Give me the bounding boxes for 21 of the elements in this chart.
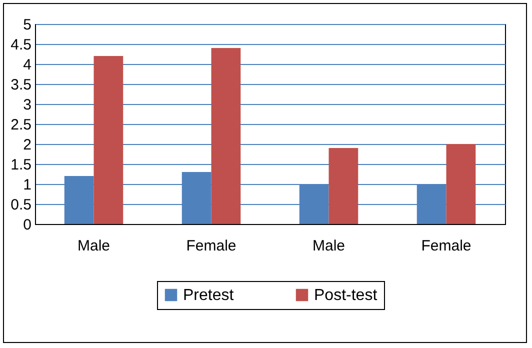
legend-label: Pretest [183,287,234,304]
y-tick-label: 1 [23,176,32,194]
x-tick-label: Male [312,238,346,254]
y-tick-label: 2.5 [10,116,32,134]
y-tick-label: 2 [23,136,32,154]
y-tick-label: 1.5 [10,156,32,174]
bar [211,48,241,224]
y-tick-label: 4.5 [10,36,32,54]
bar [94,56,124,224]
x-tick-label: Male [77,238,110,254]
x-tick-label: Female [421,238,472,254]
y-tick-label: 3 [23,96,32,114]
legend-label: Post-test [314,287,378,304]
y-tick-label: 0.5 [10,196,32,214]
y-tick-label: 0 [23,216,32,234]
x-tick-label: Female [186,238,236,254]
y-tick-label: 3.5 [10,76,32,94]
y-tick-label: 5 [23,16,32,34]
bar [328,148,358,224]
y-tick-label: 4 [23,56,32,74]
bar [446,144,476,224]
